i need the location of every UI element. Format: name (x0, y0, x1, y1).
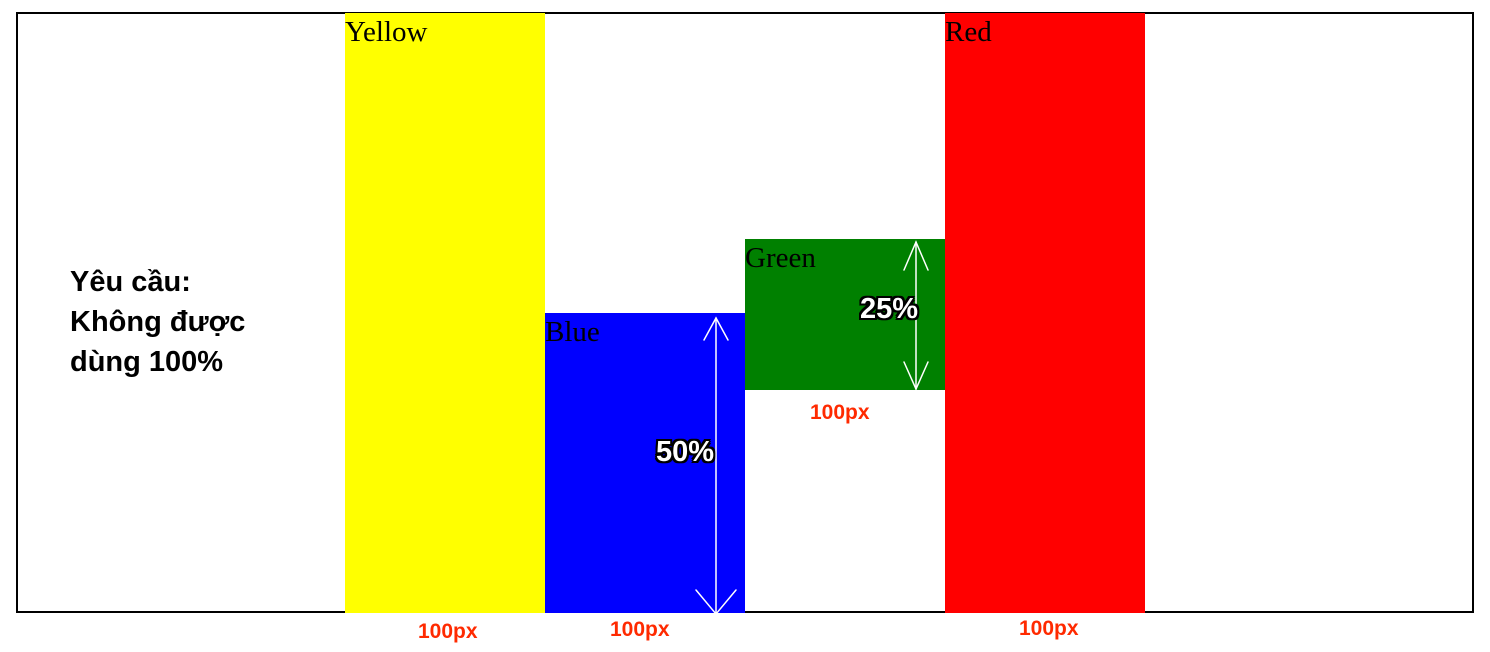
red-box: Red (945, 13, 1145, 613)
blue-width-label: 100px (610, 618, 670, 641)
blue-box-label: Blue (545, 316, 600, 348)
green-box: Green (745, 239, 945, 390)
red-box-label: Red (945, 16, 992, 48)
green-width-label: 100px (810, 401, 870, 424)
blue-box: Blue (545, 313, 745, 613)
green-height-arrow-icon (903, 240, 929, 391)
red-width-label: 100px (1019, 617, 1079, 640)
requirement-line-2: Không được (70, 306, 246, 338)
yellow-box: Yellow (345, 13, 545, 613)
requirement-note: Yêu cầu: Không được dùng 100% (70, 262, 245, 382)
green-height-percent: 25% (860, 293, 919, 325)
yellow-width-label: 100px (418, 620, 478, 643)
requirement-line-3: dùng 100% (70, 346, 224, 378)
blue-height-arrow-icon (695, 316, 737, 616)
green-box-label: Green (745, 242, 816, 274)
blue-height-percent: 50% (656, 436, 715, 468)
yellow-box-label: Yellow (345, 16, 428, 48)
requirement-line-1: Yêu cầu: (70, 266, 191, 298)
